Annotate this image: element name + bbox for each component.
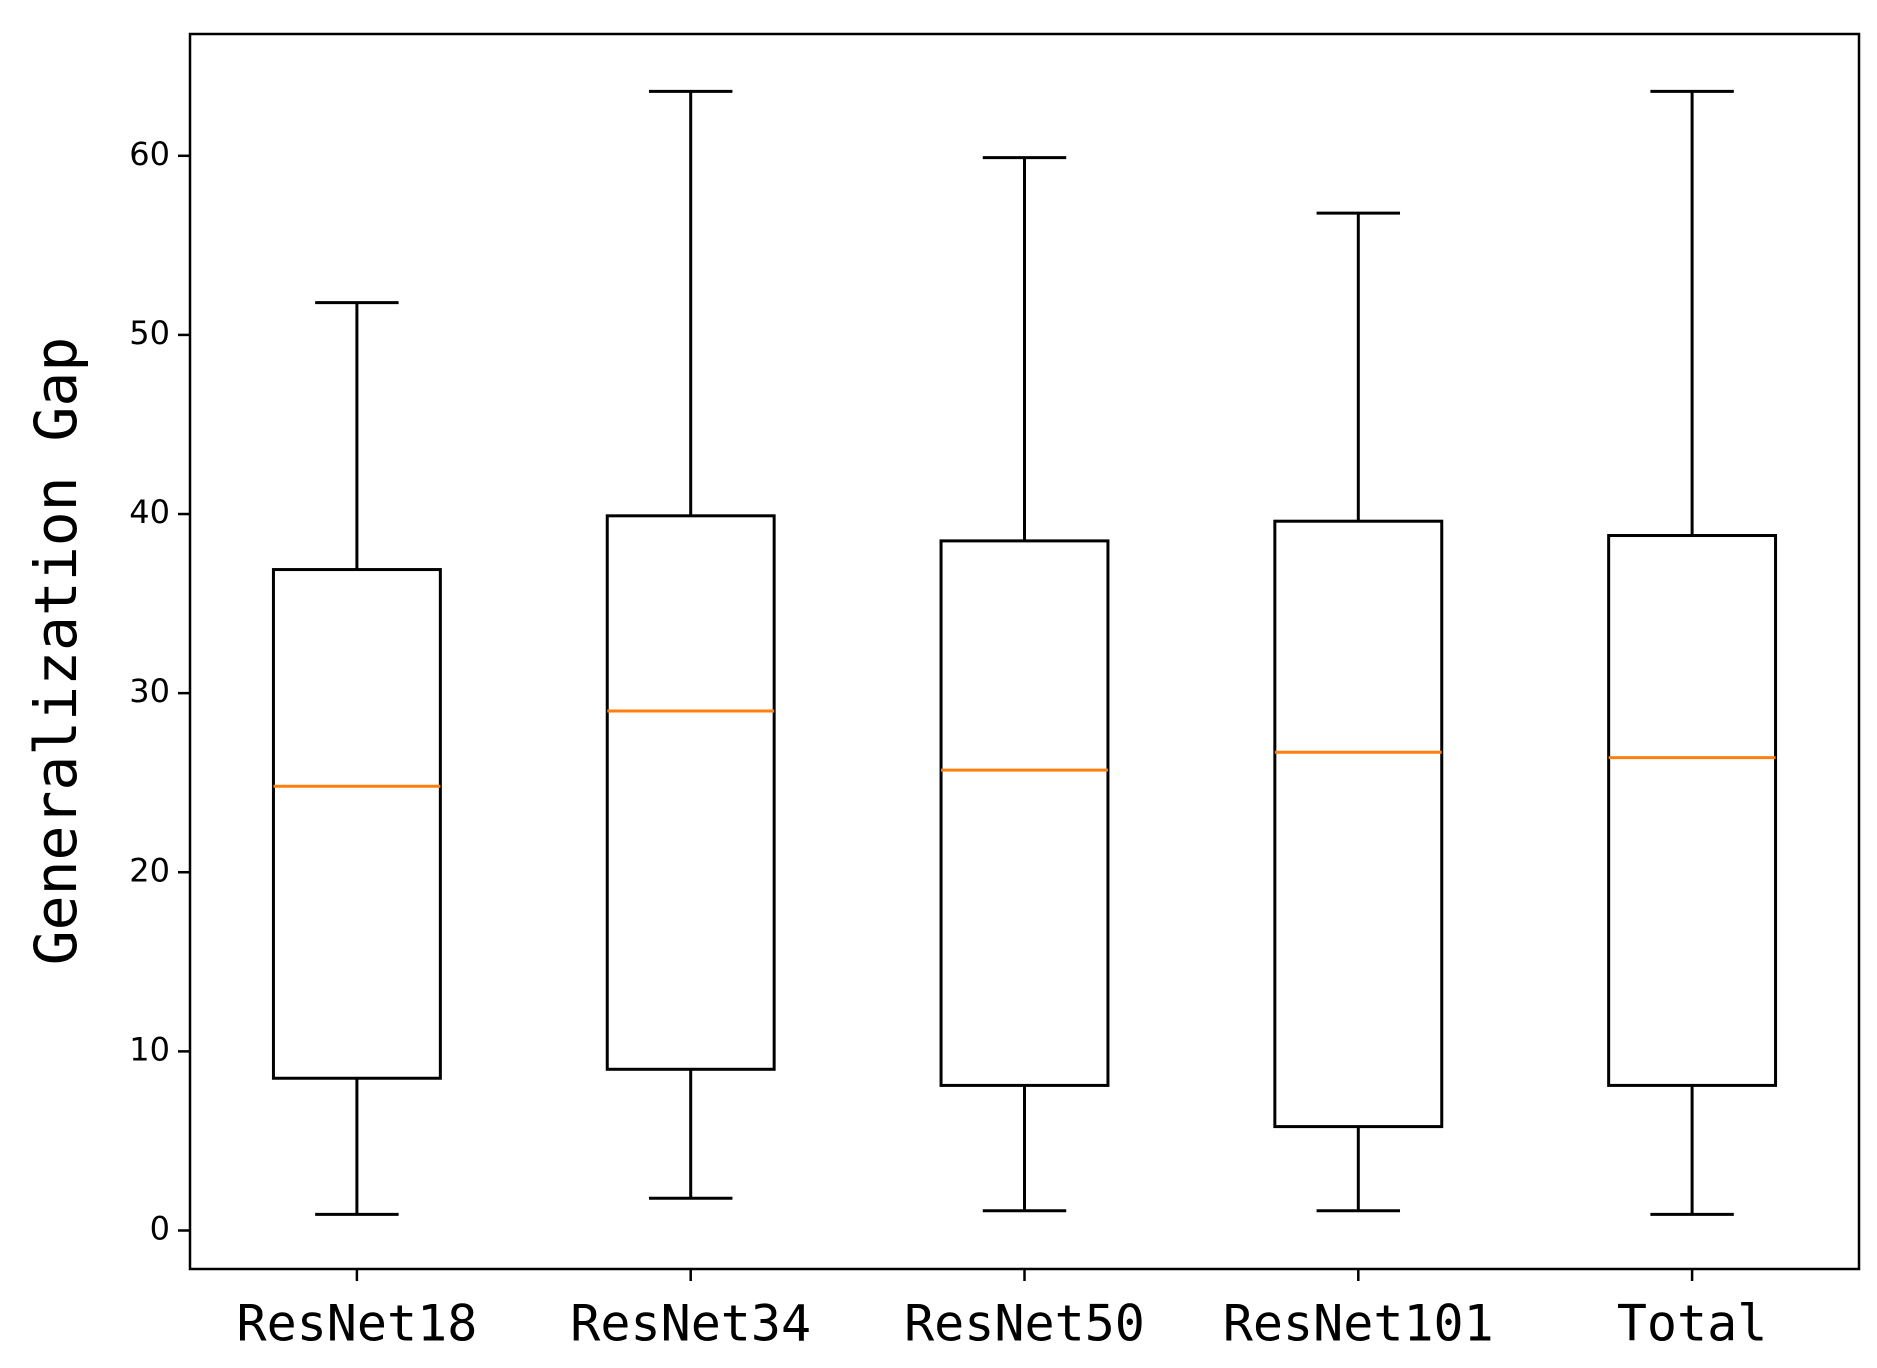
- x-tick-label: Total: [1617, 1295, 1768, 1353]
- box: [1273, 519, 1444, 1129]
- box: [939, 539, 1110, 1087]
- y-tick-label: 30: [129, 672, 170, 710]
- box: [1607, 534, 1778, 1087]
- y-tick-label: 10: [129, 1030, 170, 1068]
- y-axis-label: Generalization Gap: [22, 337, 90, 966]
- box: [271, 568, 442, 1080]
- x-tick-label: ResNet50: [904, 1295, 1145, 1353]
- box: [605, 514, 776, 1071]
- y-tick-label: 0: [150, 1209, 170, 1247]
- y-tick-label: 40: [129, 493, 170, 531]
- y-tick-label: 20: [129, 851, 170, 889]
- y-tick-label: 50: [129, 314, 170, 352]
- x-tick-label: ResNet18: [236, 1295, 477, 1353]
- x-tick-label: ResNet34: [570, 1295, 811, 1353]
- x-tick-label: ResNet101: [1223, 1295, 1494, 1353]
- y-tick-label: 60: [129, 135, 170, 173]
